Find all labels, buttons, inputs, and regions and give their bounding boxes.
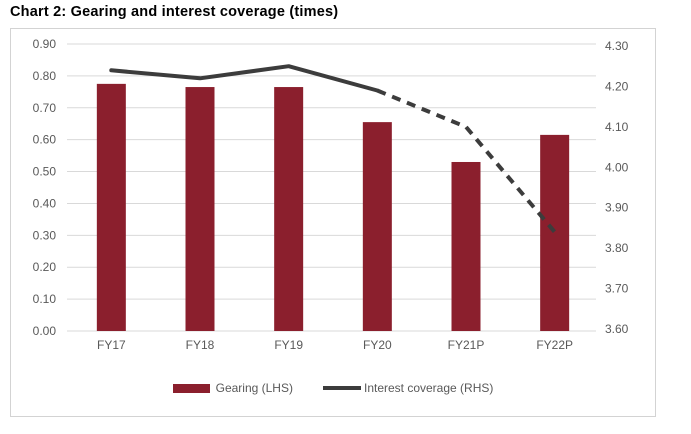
gearing-bar	[362, 122, 392, 331]
gearing-bar	[451, 161, 481, 331]
category-label: FY20	[363, 338, 392, 352]
left-axis-tick-label: 0.90	[33, 37, 57, 51]
category-label: FY21P	[448, 338, 485, 352]
gearing-bar	[274, 87, 304, 331]
category-label: FY18	[186, 338, 215, 352]
gearing-bar	[185, 87, 215, 331]
left-axis-tick-label: 0.50	[33, 165, 57, 179]
right-axis-tick-label: 4.10	[605, 120, 629, 134]
left-axis-tick-label: 0.40	[33, 196, 57, 210]
legend-bar-swatch-icon	[172, 383, 210, 393]
right-axis-tick-label: 3.80	[605, 241, 629, 255]
category-label: FY17	[97, 338, 126, 352]
chart-title: Chart 2: Gearing and interest coverage (…	[10, 4, 339, 20]
legend-item-interest-coverage: Interest coverage (RHS)	[322, 381, 494, 395]
chart-frame: 0.00 0.10 0.20 0.30 0.40 0.50 0.60 0.70 0.80 0.90…	[10, 28, 656, 417]
left-axis-tick-label: 0.20	[33, 260, 57, 274]
right-axis-tick-label: 4.00	[605, 160, 629, 174]
gearing-bar	[540, 134, 570, 331]
legend-item-gearing: Gearing (LHS)	[172, 381, 293, 395]
legend-line-swatch-icon	[322, 386, 361, 390]
right-axis-tick-label: 3.60	[605, 322, 629, 336]
right-axis-tick-label: 3.70	[605, 282, 629, 296]
legend: Gearing (LHS) Interest coverage (RHS)	[11, 381, 655, 395]
left-axis-tick-label: 0.00	[33, 324, 57, 338]
left-axis-tick-label: 0.30	[33, 228, 57, 242]
interest-coverage-line-solid	[109, 64, 380, 93]
plot-area: 0.00 0.10 0.20 0.30 0.40 0.50 0.60 0.70 0.80 0.90…	[33, 37, 629, 352]
left-axis-tick-label: 0.80	[33, 69, 57, 83]
right-axis-tick-label: 3.90	[605, 201, 629, 215]
left-axis-tick-label: 0.60	[33, 133, 57, 147]
category-label: FY19	[274, 338, 303, 352]
left-axis-tick-label: 0.70	[33, 101, 57, 115]
right-axis-tick-label: 4.30	[605, 39, 629, 53]
gearing-bar	[96, 83, 126, 331]
legend-label-gearing: Gearing (LHS)	[215, 381, 293, 395]
legend-label-interest-coverage: Interest coverage (RHS)	[363, 381, 494, 395]
category-label: FY22P	[536, 338, 573, 352]
left-axis-tick-label: 0.10	[33, 292, 57, 306]
right-axis-tick-label: 4.20	[605, 79, 629, 93]
